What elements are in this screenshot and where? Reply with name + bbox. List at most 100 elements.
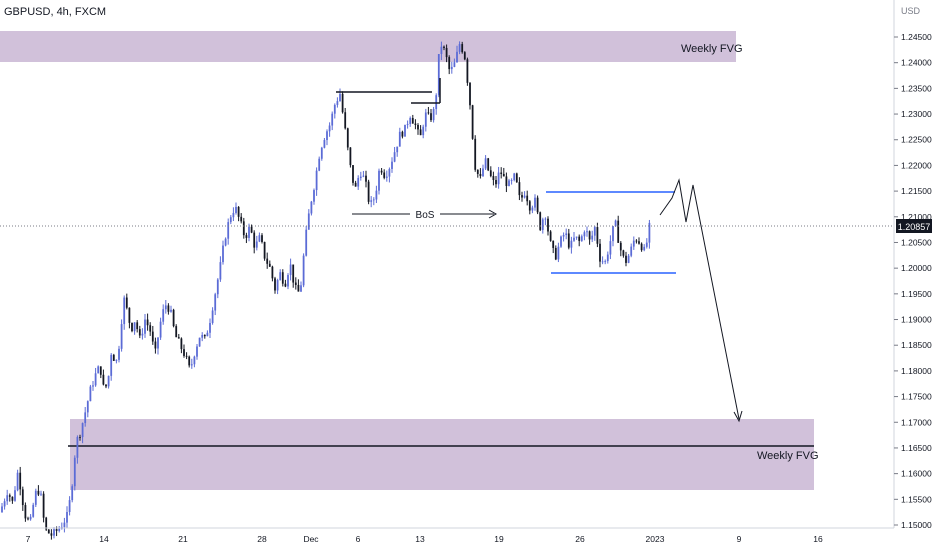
candle-body: [419, 129, 422, 136]
candle-body: [497, 172, 500, 185]
candle-body: [71, 486, 74, 501]
candle-body: [344, 112, 347, 129]
candle-body: [188, 356, 191, 366]
y-tick-label: 1.20500: [901, 237, 932, 247]
price-tag: 1.20857: [898, 222, 931, 232]
candle-body: [578, 236, 581, 241]
candle-body: [586, 231, 588, 233]
candle-body: [136, 322, 139, 330]
candle-body: [380, 170, 383, 173]
candle-body: [528, 201, 531, 211]
x-tick-label: 21: [178, 534, 188, 544]
y-tick-label: 1.24500: [901, 32, 932, 42]
x-tick-label: 19: [494, 534, 504, 544]
candle-body: [417, 124, 419, 130]
y-tick-label: 1.21000: [901, 212, 932, 222]
candle-body: [279, 272, 282, 281]
x-tick-label: 9: [737, 534, 742, 544]
candle-body: [502, 173, 505, 177]
candle-body: [21, 489, 24, 506]
candle-body: [222, 245, 224, 263]
candle-body: [541, 219, 544, 230]
candle-body: [19, 472, 22, 490]
candle-body: [573, 237, 575, 241]
candle-body: [133, 322, 136, 332]
candle-body: [1, 506, 3, 513]
candle-body: [336, 101, 339, 105]
candle-body: [427, 112, 430, 114]
candle-body: [300, 285, 302, 292]
candle-body: [84, 412, 87, 424]
candle-body: [255, 241, 258, 248]
candle-body: [500, 172, 503, 174]
candle-body: [406, 123, 409, 125]
candle-body: [248, 226, 250, 238]
candle-body: [601, 261, 604, 263]
candle-body: [138, 329, 141, 336]
candle-body: [37, 490, 40, 495]
candle-body: [461, 44, 464, 53]
candle-body: [367, 181, 370, 202]
candle-body: [448, 57, 451, 70]
candle-body: [536, 197, 539, 213]
candle-body: [216, 279, 219, 295]
candle-body: [175, 326, 178, 338]
y-tick-label: 1.21500: [901, 186, 932, 196]
candle-body: [125, 297, 128, 308]
candle-body: [492, 176, 495, 181]
candle-body: [580, 236, 583, 241]
candle-body: [632, 240, 635, 247]
candle-body: [66, 512, 68, 523]
candle-body: [42, 493, 45, 518]
candle-body: [339, 93, 341, 102]
candle-body: [645, 242, 648, 247]
candle-body: [393, 152, 396, 162]
candle-body: [102, 374, 105, 385]
candle-body: [183, 349, 185, 356]
candle-body: [55, 529, 58, 531]
candle-body: [552, 240, 555, 248]
candle-body: [294, 282, 297, 285]
candle-body: [484, 158, 487, 169]
candle-body: [612, 226, 614, 242]
candle-body: [357, 177, 360, 187]
candle-body: [365, 175, 367, 182]
candle-body: [32, 504, 35, 517]
candle-body: [224, 238, 227, 246]
candle-body: [432, 109, 435, 121]
candle-body: [258, 235, 261, 242]
candle-body: [534, 197, 536, 208]
candle-body: [479, 173, 482, 177]
candle-body: [326, 131, 328, 141]
y-tick-label: 1.17000: [901, 417, 932, 427]
candle-body: [570, 240, 573, 248]
candle-body: [47, 529, 50, 534]
candle-body: [583, 232, 586, 237]
candle-body: [203, 334, 206, 337]
candle-body: [268, 263, 271, 267]
candle-body: [245, 235, 248, 238]
candle-body: [209, 322, 211, 333]
candle-body: [151, 331, 154, 342]
candle-body: [128, 307, 131, 323]
weekly-fvg-zone-top: [0, 31, 736, 62]
candle-body: [510, 180, 513, 181]
y-tick-label: 1.24000: [901, 58, 932, 68]
candle-body: [378, 170, 380, 191]
candle-body: [34, 490, 37, 505]
candle-body: [27, 518, 29, 520]
candle-body: [170, 309, 172, 312]
candle-body: [349, 147, 352, 166]
candle-body: [305, 229, 308, 256]
candle-body: [281, 272, 284, 284]
candle-body: [648, 222, 651, 243]
candle-body: [232, 212, 235, 218]
candle-body: [362, 175, 365, 177]
candle-body: [630, 246, 633, 256]
x-tick-label: 2023: [646, 534, 665, 544]
candle-body: [11, 496, 14, 501]
x-tick-label: 13: [415, 534, 425, 544]
candle-body: [341, 93, 344, 113]
candle-body: [588, 231, 591, 240]
